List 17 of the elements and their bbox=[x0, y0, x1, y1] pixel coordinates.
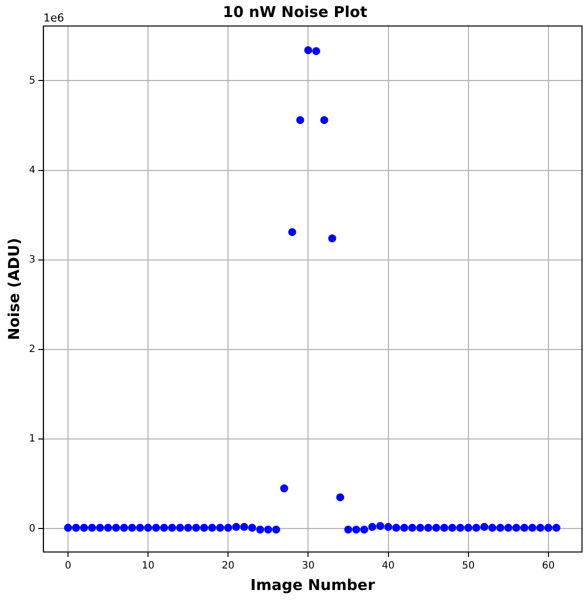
x-tick-label: 30 bbox=[302, 560, 315, 572]
x-tick-label: 60 bbox=[542, 560, 555, 572]
x-axis-title: Image Number bbox=[250, 576, 376, 594]
y-tick-label: 5 bbox=[28, 75, 36, 86]
x-tick-label: 0 bbox=[64, 560, 72, 572]
x-tick-label: 40 bbox=[382, 560, 395, 572]
chart-title: 10 nW Noise Plot bbox=[222, 2, 368, 21]
text: 1e6 bbox=[43, 11, 64, 24]
y-tick-label: 1 bbox=[28, 434, 36, 445]
x-tick-label: 50 bbox=[462, 560, 475, 572]
x-tick-label: 20 bbox=[222, 560, 235, 572]
x-tick-label: 10 bbox=[142, 560, 154, 572]
y-tick-label: 4 bbox=[28, 164, 36, 176]
y-tick-label: 0 bbox=[28, 523, 36, 534]
y-axis-title: Noise (ADU) bbox=[4, 238, 23, 340]
y-tick-label: 2 bbox=[28, 344, 36, 356]
y-tick-label: 3 bbox=[28, 254, 36, 266]
